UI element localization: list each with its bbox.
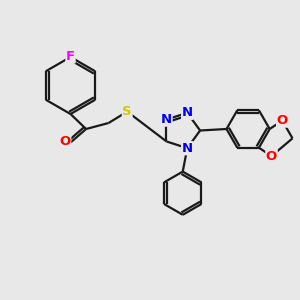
Text: O: O [277,114,288,127]
Text: F: F [66,50,75,63]
Text: N: N [182,142,193,155]
Text: S: S [122,105,132,118]
Text: O: O [59,135,71,148]
Text: O: O [266,150,277,163]
Text: N: N [182,106,193,119]
Text: N: N [161,113,172,126]
